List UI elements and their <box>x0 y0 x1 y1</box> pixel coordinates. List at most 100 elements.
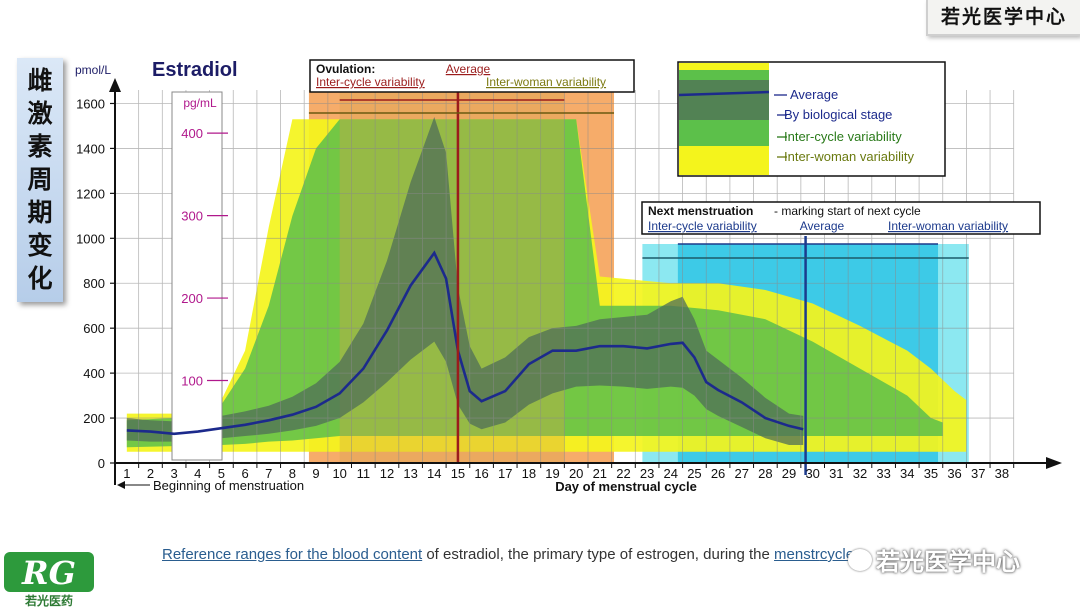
legend-label: Inter-woman variability <box>784 149 915 164</box>
y-axis-unit: pmol/L <box>75 63 111 77</box>
x-tick-label: 26 <box>711 466 725 481</box>
x-tick-label: 19 <box>545 466 559 481</box>
title-char: 雌 <box>27 66 53 95</box>
wechat-icon <box>848 548 872 571</box>
menstruation-label: Next menstruation <box>648 204 753 218</box>
x-tick-label: 13 <box>403 466 417 481</box>
y-tick-label: 400 <box>83 366 105 381</box>
watermark-text: 若光医学中心 <box>876 549 1020 576</box>
x-tick-label: 30 <box>805 466 819 481</box>
legend-label: Inter-cycle variability <box>784 129 902 144</box>
x-tick-label: 33 <box>876 466 890 481</box>
x-tick-label: 2 <box>147 466 154 481</box>
title-char: 期 <box>27 198 53 227</box>
x-tick-label: 10 <box>332 466 346 481</box>
y2-axis-unit: pg/mL <box>183 96 217 110</box>
x-tick-label: 22 <box>616 466 630 481</box>
caption-text: of estradiol, the primary type of estrog… <box>422 546 775 563</box>
y-tick-label: 1600 <box>76 96 105 111</box>
ovulation-label-box <box>309 59 635 93</box>
ovulation-average-label: Average <box>446 62 491 76</box>
brand-badge: 若光医学中心 <box>926 0 1080 36</box>
legend-average-swatch <box>678 90 770 97</box>
x-tick-label: 6 <box>241 466 248 481</box>
menstruation-inter-cycle-label: Inter-cycle variability <box>648 219 757 233</box>
biological-stage-band <box>126 116 804 446</box>
y-tick-label: 1200 <box>76 186 105 201</box>
chart-title: Estradiol <box>152 59 238 81</box>
x-tick-label: 36 <box>947 466 961 481</box>
x-tick-label: 29 <box>782 466 796 481</box>
menstrual-cycle-link[interactable]: menstr <box>774 546 820 563</box>
y-tick-label: 1000 <box>76 231 105 246</box>
x-tick-label: 16 <box>474 466 488 481</box>
x-tick-label: 18 <box>522 466 536 481</box>
menstruation-sublabel: - marking start of next cycle <box>774 204 921 218</box>
legend-stage-swatch <box>679 80 769 120</box>
x-tick-label: 27 <box>734 466 748 481</box>
average-line <box>126 250 804 436</box>
x-tick-label: 35 <box>924 466 938 481</box>
x-tick-label: 3 <box>171 466 178 481</box>
x-tick-label: 20 <box>569 466 583 481</box>
x-tick-label: 17 <box>498 466 512 481</box>
ovulation-inter-woman-label: Inter-woman variability <box>486 75 606 89</box>
x-tick-label: 4 <box>194 466 201 481</box>
x-tick-label: 5 <box>218 466 225 481</box>
y-tick-label: 1400 <box>76 141 105 156</box>
pg-axis-box <box>171 91 223 461</box>
x-tick-label: 25 <box>687 466 701 481</box>
watermark: 若光医学中心 <box>848 542 1020 577</box>
x-tick-label: 8 <box>289 466 296 481</box>
logo-text: 若光医药 <box>24 593 73 608</box>
menstruation-average-label: Average <box>800 219 845 233</box>
title-char: 变 <box>27 231 53 260</box>
y-axis-arrow <box>109 78 121 92</box>
title-char: 素 <box>27 132 53 161</box>
title-char: 激 <box>27 99 53 128</box>
beginning-of-menstruation-label: Beginning of menstruation <box>153 478 304 493</box>
ovulation-inter-cycle-label: Inter-cycle variability <box>316 75 425 89</box>
y2-tick-label: 400 <box>181 126 203 141</box>
menstruation-inter-woman-label: Inter-woman variability <box>888 219 1008 233</box>
caption: Reference ranges for the blood content o… <box>162 546 858 563</box>
x-tick-label: 34 <box>900 466 914 481</box>
y2-tick-label: 100 <box>181 374 203 389</box>
x-tick-label: 15 <box>451 466 465 481</box>
company-logo: RG 若光医药 <box>4 552 94 608</box>
x-tick-label: 37 <box>971 466 985 481</box>
reference-ranges-link[interactable]: Reference ranges for the blood content <box>162 546 423 563</box>
y2-tick-label: 300 <box>181 209 203 224</box>
legend-label: Average <box>790 87 838 102</box>
ovulation-label: Ovulation: <box>316 62 375 76</box>
y-tick-label: 200 <box>83 411 105 426</box>
x-tick-label: 38 <box>995 466 1009 481</box>
x-tick-label: 32 <box>853 466 867 481</box>
vertical-title: 雌 激 素 周 期 变 化 <box>17 58 63 302</box>
y-tick-label: 0 <box>98 456 105 471</box>
y-tick-label: 600 <box>83 321 105 336</box>
logo-background <box>4 552 94 592</box>
y-tick-label: 800 <box>83 276 105 291</box>
title-char: 化 <box>27 264 53 293</box>
x-tick-label: 7 <box>265 466 272 481</box>
menstruation-label-box <box>641 201 1041 235</box>
x-tick-label: 11 <box>357 466 371 481</box>
menstruation-pointer <box>117 481 125 489</box>
x-axis-arrow <box>1046 457 1062 469</box>
legend-label: By biological stage <box>784 107 892 122</box>
title-char: 周 <box>27 165 53 194</box>
x-tick-label: 28 <box>758 466 772 481</box>
x-tick-label: 31 <box>829 466 843 481</box>
x-tick-label: 1 <box>123 466 130 481</box>
x-tick-label: 12 <box>380 466 394 481</box>
logo-letters: RG <box>21 554 76 592</box>
x-tick-label: 24 <box>664 466 678 481</box>
x-tick-label: 14 <box>427 466 441 481</box>
x-tick-label: 23 <box>640 466 654 481</box>
y2-tick-label: 200 <box>181 291 203 306</box>
x-tick-label: 9 <box>312 466 319 481</box>
x-tick-label: 21 <box>593 466 607 481</box>
x-axis-label: Day of menstrual cycle <box>555 479 697 494</box>
